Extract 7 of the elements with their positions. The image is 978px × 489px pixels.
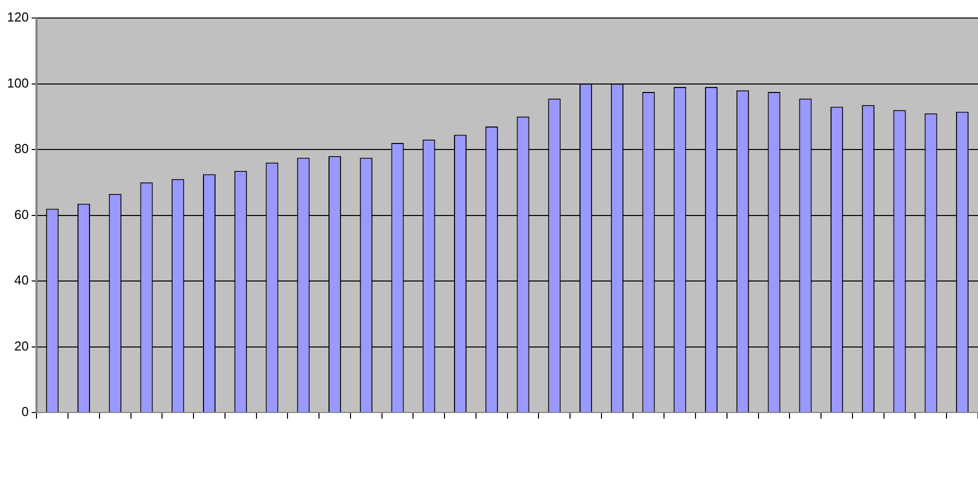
y-tick-label: 80 xyxy=(14,141,29,156)
y-tick-label: 20 xyxy=(14,338,29,354)
y-tick-label: 120 xyxy=(6,10,29,25)
y-tick-label: 60 xyxy=(14,206,29,222)
y-tick-label: 0 xyxy=(21,404,29,420)
y-tick-label: 40 xyxy=(14,272,29,288)
y-tick-label: 100 xyxy=(6,75,29,90)
